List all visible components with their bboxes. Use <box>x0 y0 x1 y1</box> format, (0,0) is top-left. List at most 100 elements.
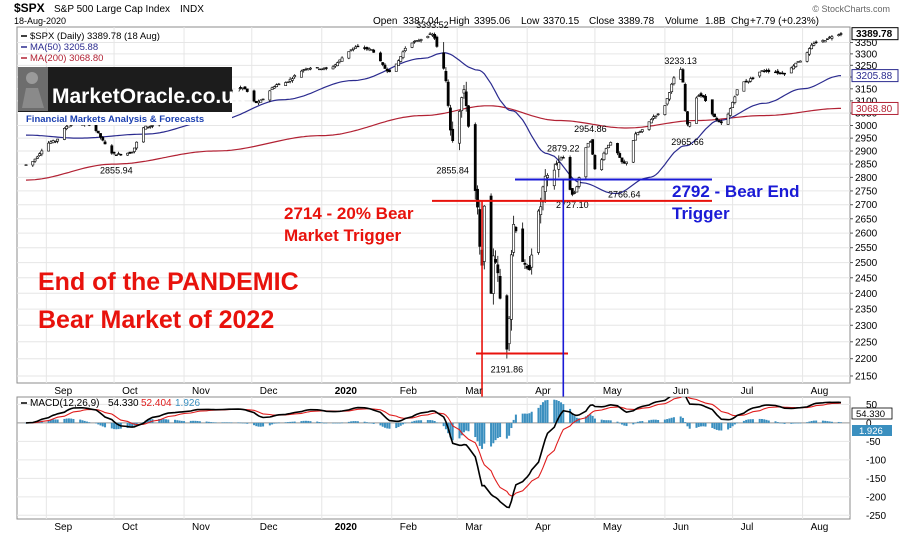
candle-body-up <box>419 39 423 41</box>
macd-x-tick-label: Apr <box>535 522 551 533</box>
candle-body-up <box>747 80 750 83</box>
candle-body-up <box>507 318 511 345</box>
price-candle <box>839 31 843 37</box>
macd-hist-bar <box>286 422 289 423</box>
candle-body-up <box>607 144 610 149</box>
macd-hist-bar <box>347 421 350 423</box>
macd-hist-bar <box>99 422 102 426</box>
candle-body-up <box>347 51 351 59</box>
macd-hist-bar <box>255 422 258 427</box>
macd-hist-bar <box>404 422 407 424</box>
candle-body-up <box>53 140 57 143</box>
candle-body-down <box>243 86 247 90</box>
macd-hist-bar <box>686 422 689 427</box>
macd-y-tick-label: 50 <box>866 400 878 411</box>
candle-body-up <box>458 111 461 144</box>
price-y-tick-label: 3300 <box>855 49 878 60</box>
macd-hist-bar <box>666 419 669 423</box>
macd-hist-bar <box>618 422 621 424</box>
macd-hist-bar <box>65 418 68 423</box>
price-y-tick-label: 2200 <box>855 354 878 365</box>
price-point-label: 2766.64 <box>608 189 641 199</box>
price-candle <box>372 48 376 53</box>
macd-hist-bar <box>783 422 786 424</box>
macd-hist-bar <box>205 421 208 423</box>
price-candle <box>114 154 118 156</box>
macd-line <box>25 397 842 509</box>
candle-body-up <box>634 133 637 141</box>
price-candle <box>826 38 829 40</box>
macd-hist-bar <box>632 422 635 425</box>
macd-hist-bar <box>715 422 718 430</box>
price-candle <box>403 46 407 53</box>
price-candle <box>810 42 814 50</box>
price-y-tick-label: 3150 <box>855 84 878 95</box>
macd-hist-bar <box>684 422 687 423</box>
macd-hist-bar <box>553 399 556 423</box>
macd-hist-bar <box>812 420 815 423</box>
macd-hist-bar <box>749 419 752 423</box>
macd-hist-bar <box>557 401 560 423</box>
macd-hist-bar <box>602 420 605 423</box>
price-candle <box>381 61 385 67</box>
candle-body-down <box>478 209 482 247</box>
candle-body-down <box>620 157 624 163</box>
candle-body-down <box>776 70 780 74</box>
candle-body-down <box>765 70 768 72</box>
candle-body-down <box>365 47 369 50</box>
candle-body-up <box>401 51 405 58</box>
macd-hist-bar <box>810 420 813 423</box>
price-candle <box>135 141 139 151</box>
price-candle <box>426 35 430 39</box>
candle-body-down <box>433 34 437 39</box>
macd-hist-bar <box>747 419 750 423</box>
price-candle <box>715 116 719 122</box>
price-candle <box>758 71 762 78</box>
candle-body-up <box>399 56 403 62</box>
price-candle <box>672 76 676 86</box>
macd-hist-bar <box>338 422 341 424</box>
macd-signal-path <box>25 397 842 497</box>
price-x-tick-label: Nov <box>192 386 210 397</box>
candle-body-down <box>467 105 470 127</box>
macd-hist-bar <box>537 407 540 423</box>
price-candle <box>823 40 827 43</box>
macd-hist-bar <box>341 422 344 424</box>
price-y-tick-label: 2500 <box>855 258 878 269</box>
candle-body-down <box>451 128 455 142</box>
price-candle <box>776 68 780 75</box>
candle-body-up <box>394 63 398 72</box>
macd-hist-bar <box>713 422 716 430</box>
candle-body-up <box>56 138 60 142</box>
macd-hist-bar <box>623 422 626 426</box>
candle-body-up <box>426 35 430 39</box>
macd-hist-bar <box>397 422 400 428</box>
macd-hist-bar <box>56 419 59 423</box>
price-candle <box>798 60 802 63</box>
macd-hist-bar <box>110 422 113 429</box>
macd-hist-bar <box>496 422 499 439</box>
macd-hist-bar <box>792 422 795 424</box>
candle-body-up <box>663 105 667 115</box>
price-candle <box>324 66 328 71</box>
macd-hist-bar <box>781 422 784 424</box>
macd-hist-bar <box>435 422 438 424</box>
price-candle <box>552 163 556 190</box>
candle-body-up <box>796 61 800 63</box>
price-candle <box>496 255 500 282</box>
price-badge-box <box>851 69 899 83</box>
macd-hist-bar <box>514 414 517 423</box>
legend-price: $SPX (Daily) 3389.78 (18 Aug) <box>30 31 160 42</box>
macd-hist-bar <box>54 419 57 423</box>
macd-hist-badge-box <box>852 425 892 436</box>
price-candle <box>433 32 437 40</box>
price-candle <box>568 155 572 191</box>
macd-signal-value: 52.404 <box>141 398 172 409</box>
price-legend: $SPX (Daily) 3389.78 (18 Aug) MA(50) 320… <box>21 31 160 64</box>
price-candle <box>719 119 723 125</box>
ma200-line <box>25 105 841 181</box>
macd-hist-bar <box>839 422 842 423</box>
price-candle <box>814 40 818 44</box>
price-x-tick-label: Jul <box>741 386 754 397</box>
macd-hist-bar <box>350 421 353 423</box>
